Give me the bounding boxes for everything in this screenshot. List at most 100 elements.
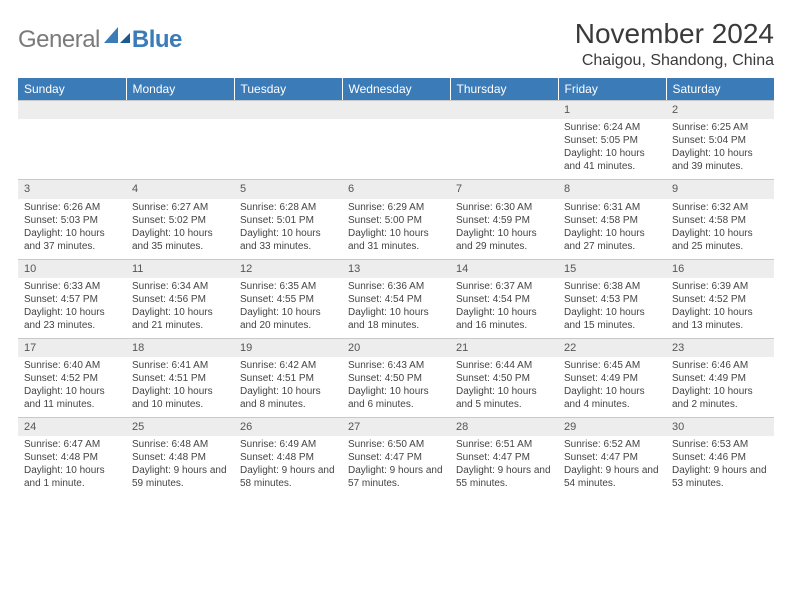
day-number: 15	[558, 259, 666, 278]
day-body: Sunrise: 6:31 AMSunset: 4:58 PMDaylight:…	[558, 199, 666, 259]
calendar-day-cell: 19Sunrise: 6:42 AMSunset: 4:51 PMDayligh…	[234, 338, 342, 417]
sunset-text: Sunset: 4:58 PM	[672, 214, 768, 227]
sunset-text: Sunset: 4:47 PM	[348, 451, 444, 464]
daylight-text: Daylight: 10 hours and 37 minutes.	[24, 227, 120, 253]
sunrise-text: Sunrise: 6:43 AM	[348, 359, 444, 372]
calendar-day-cell: 24Sunrise: 6:47 AMSunset: 4:48 PMDayligh…	[18, 417, 126, 496]
day-body: Sunrise: 6:52 AMSunset: 4:47 PMDaylight:…	[558, 436, 666, 496]
daylight-text: Daylight: 10 hours and 33 minutes.	[240, 227, 336, 253]
sail-icon	[104, 27, 130, 47]
day-body: Sunrise: 6:24 AMSunset: 5:05 PMDaylight:…	[558, 119, 666, 179]
sunset-text: Sunset: 4:56 PM	[132, 293, 228, 306]
sunset-text: Sunset: 4:47 PM	[456, 451, 552, 464]
day-number: 10	[18, 259, 126, 278]
day-number: 25	[126, 417, 234, 436]
sunset-text: Sunset: 4:48 PM	[132, 451, 228, 464]
day-body: Sunrise: 6:46 AMSunset: 4:49 PMDaylight:…	[666, 357, 774, 417]
day-body: Sunrise: 6:49 AMSunset: 4:48 PMDaylight:…	[234, 436, 342, 496]
calendar-day-cell: 22Sunrise: 6:45 AMSunset: 4:49 PMDayligh…	[558, 338, 666, 417]
day-number: 13	[342, 259, 450, 278]
daylight-text: Daylight: 10 hours and 23 minutes.	[24, 306, 120, 332]
sunset-text: Sunset: 5:03 PM	[24, 214, 120, 227]
day-number	[126, 100, 234, 119]
day-number: 1	[558, 100, 666, 119]
day-number: 9	[666, 179, 774, 198]
daylight-text: Daylight: 10 hours and 41 minutes.	[564, 147, 660, 173]
calendar-day-cell: 23Sunrise: 6:46 AMSunset: 4:49 PMDayligh…	[666, 338, 774, 417]
sunrise-text: Sunrise: 6:30 AM	[456, 201, 552, 214]
calendar-day-cell	[126, 100, 234, 179]
sunrise-text: Sunrise: 6:25 AM	[672, 121, 768, 134]
daylight-text: Daylight: 10 hours and 15 minutes.	[564, 306, 660, 332]
sunrise-text: Sunrise: 6:53 AM	[672, 438, 768, 451]
day-body	[342, 119, 450, 177]
day-number: 11	[126, 259, 234, 278]
day-number: 28	[450, 417, 558, 436]
day-body: Sunrise: 6:26 AMSunset: 5:03 PMDaylight:…	[18, 199, 126, 259]
sunset-text: Sunset: 4:50 PM	[348, 372, 444, 385]
calendar-day-cell: 15 Sunrise: 6:38 AMSunset: 4:53 PMDayligh…	[558, 259, 666, 338]
sunset-text: Sunset: 4:54 PM	[348, 293, 444, 306]
brand-part1: General	[18, 26, 100, 54]
day-body: Sunrise: 6:51 AMSunset: 4:47 PMDaylight:…	[450, 436, 558, 496]
calendar-body: 1Sunrise: 6:24 AMSunset: 5:05 PMDaylight…	[18, 100, 774, 496]
daylight-text: Daylight: 10 hours and 21 minutes.	[132, 306, 228, 332]
location: Chaigou, Shandong, China	[575, 52, 774, 70]
sunrise-text: Sunrise: 6:33 AM	[24, 280, 120, 293]
day-number	[342, 100, 450, 119]
sunset-text: Sunset: 4:57 PM	[24, 293, 120, 306]
sunrise-text: Sunrise: 6:38 AM	[564, 280, 660, 293]
calendar-week-row: 10Sunrise: 6:33 AMSunset: 4:57 PMDayligh…	[18, 259, 774, 338]
daylight-text: Daylight: 9 hours and 55 minutes.	[456, 464, 552, 490]
weekday-header-row: SundayMondayTuesdayWednesdayThursdayFrid…	[18, 78, 774, 100]
sunrise-text: Sunrise: 6:37 AM	[456, 280, 552, 293]
daylight-text: Daylight: 10 hours and 1 minute.	[24, 464, 120, 490]
calendar-day-cell: 4Sunrise: 6:27 AMSunset: 5:02 PMDaylight…	[126, 179, 234, 258]
daylight-text: Daylight: 10 hours and 29 minutes.	[456, 227, 552, 253]
day-number: 20	[342, 338, 450, 357]
sunset-text: Sunset: 4:54 PM	[456, 293, 552, 306]
daylight-text: Daylight: 10 hours and 5 minutes.	[456, 385, 552, 411]
day-body: Sunrise: 6:29 AMSunset: 5:00 PMDaylight:…	[342, 199, 450, 259]
calendar-day-cell: 16Sunrise: 6:39 AMSunset: 4:52 PMDayligh…	[666, 259, 774, 338]
daylight-text: Daylight: 10 hours and 20 minutes.	[240, 306, 336, 332]
sunrise-text: Sunrise: 6:39 AM	[672, 280, 768, 293]
daylight-text: Daylight: 9 hours and 57 minutes.	[348, 464, 444, 490]
day-number: 29	[558, 417, 666, 436]
sunset-text: Sunset: 4:52 PM	[24, 372, 120, 385]
sunset-text: Sunset: 5:00 PM	[348, 214, 444, 227]
calendar-day-cell: 18Sunrise: 6:41 AMSunset: 4:51 PMDayligh…	[126, 338, 234, 417]
day-body	[126, 119, 234, 177]
day-number: 27	[342, 417, 450, 436]
sunset-text: Sunset: 4:53 PM	[564, 293, 660, 306]
calendar-day-cell	[234, 100, 342, 179]
calendar-day-cell: 12Sunrise: 6:35 AMSunset: 4:55 PMDayligh…	[234, 259, 342, 338]
sunset-text: Sunset: 4:47 PM	[564, 451, 660, 464]
day-body: Sunrise: 6:47 AMSunset: 4:48 PMDaylight:…	[18, 436, 126, 496]
sunrise-text: Sunrise: 6:40 AM	[24, 359, 120, 372]
calendar-table: SundayMondayTuesdayWednesdayThursdayFrid…	[18, 78, 774, 496]
calendar-day-cell	[450, 100, 558, 179]
calendar-day-cell: 20Sunrise: 6:43 AMSunset: 4:50 PMDayligh…	[342, 338, 450, 417]
calendar-day-cell: 17Sunrise: 6:40 AMSunset: 4:52 PMDayligh…	[18, 338, 126, 417]
day-body: Sunrise: 6:45 AMSunset: 4:49 PMDaylight:…	[558, 357, 666, 417]
day-body: Sunrise: 6:41 AMSunset: 4:51 PMDaylight:…	[126, 357, 234, 417]
sunset-text: Sunset: 5:04 PM	[672, 134, 768, 147]
weekday-header: Thursday	[450, 78, 558, 100]
sunrise-text: Sunrise: 6:52 AM	[564, 438, 660, 451]
day-body: Sunrise: 6:37 AMSunset: 4:54 PMDaylight:…	[450, 278, 558, 338]
sunset-text: Sunset: 4:51 PM	[132, 372, 228, 385]
weekday-header: Saturday	[666, 78, 774, 100]
calendar-day-cell: 2Sunrise: 6:25 AMSunset: 5:04 PMDaylight…	[666, 100, 774, 179]
sunset-text: Sunset: 4:50 PM	[456, 372, 552, 385]
day-body: Sunrise: 6:48 AMSunset: 4:48 PMDaylight:…	[126, 436, 234, 496]
sunrise-text: Sunrise: 6:42 AM	[240, 359, 336, 372]
day-body	[18, 119, 126, 177]
sunrise-text: Sunrise: 6:24 AM	[564, 121, 660, 134]
daylight-text: Daylight: 10 hours and 11 minutes.	[24, 385, 120, 411]
daylight-text: Daylight: 10 hours and 4 minutes.	[564, 385, 660, 411]
sunrise-text: Sunrise: 6:41 AM	[132, 359, 228, 372]
day-body: Sunrise: 6:25 AMSunset: 5:04 PMDaylight:…	[666, 119, 774, 179]
day-number: 30	[666, 417, 774, 436]
sunrise-text: Sunrise: 6:34 AM	[132, 280, 228, 293]
